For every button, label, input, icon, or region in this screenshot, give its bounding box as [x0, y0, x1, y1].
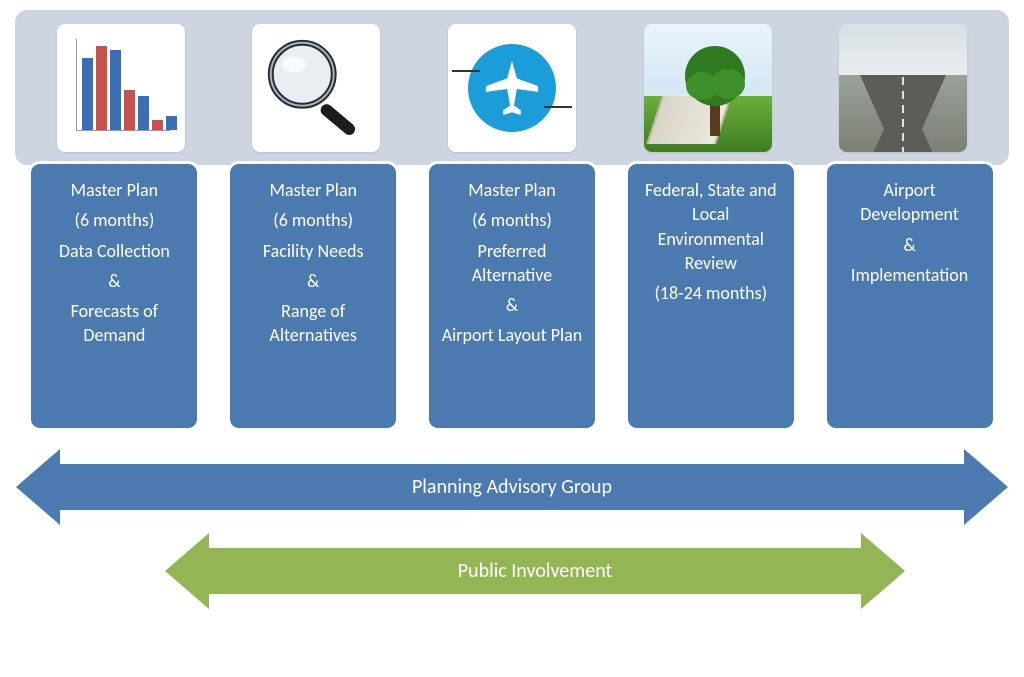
phase-card-3: Master Plan (6 months) Preferred Alternati…	[426, 161, 598, 431]
phase-card-1-line-1: Master Plan	[71, 178, 159, 202]
phase-card-3-line-4: &	[506, 293, 518, 317]
phase-card-1-line-4: &	[108, 269, 120, 293]
phase-card-2-line-5: Range of Alternatives	[240, 299, 386, 348]
phase-card-5-line-3: Implementation	[851, 263, 968, 287]
runway-icon	[839, 24, 967, 152]
phase-card-3-line-1: Master Plan	[468, 178, 556, 202]
magnifying-glass-icon	[252, 24, 380, 152]
planning-advisory-arrow: Planning Advisory Group	[16, 449, 1008, 525]
bar-chart-icon	[57, 24, 185, 152]
phase-card-2-line-2: (6 months)	[273, 208, 353, 232]
phase-card-4-line-2: (18-24 months)	[654, 281, 767, 305]
phase-card-1-line-3: Data Collection	[59, 239, 170, 263]
phase-card-2-line-4: &	[307, 269, 319, 293]
phase-card-1-line-2: (6 months)	[74, 208, 154, 232]
environment-book-icon	[644, 24, 772, 152]
phase-card-3-line-5: Airport Layout Plan	[442, 323, 583, 347]
public-involvement-arrow: Public Involvement	[165, 533, 905, 609]
icon-row	[15, 10, 1009, 165]
phase-card-1: Master Plan (6 months) Data Collection & For…	[28, 161, 200, 431]
phase-card-2-line-1: Master Plan	[269, 178, 357, 202]
phase-card-5-line-1: Airport Development	[837, 178, 983, 227]
card-row: Master Plan (6 months) Data Collection & For…	[15, 161, 1009, 431]
phase-card-5-line-2: &	[903, 233, 915, 257]
public-involvement-label: Public Involvement	[458, 559, 612, 583]
phase-card-3-line-3: Preferred Alternative	[439, 239, 585, 288]
phase-card-4: Federal, State and Local Environmental R…	[625, 161, 797, 431]
phase-card-2: Master Plan (6 months) Facility Needs & Rang…	[227, 161, 399, 431]
bar-chart-bars	[82, 42, 177, 130]
planning-advisory-label: Planning Advisory Group	[412, 475, 612, 499]
arrows-section: Planning Advisory Group Public Involveme…	[15, 449, 1009, 609]
phase-card-3-line-2: (6 months)	[472, 208, 552, 232]
phase-card-5: Airport Development & Implementation	[824, 161, 996, 431]
airplane-sign-icon	[448, 24, 576, 152]
phase-card-4-line-1: Federal, State and Local Environmental R…	[638, 178, 784, 275]
phase-card-1-line-5: Forecasts of Demand	[41, 299, 187, 348]
phase-card-2-line-3: Facility Needs	[263, 239, 364, 263]
